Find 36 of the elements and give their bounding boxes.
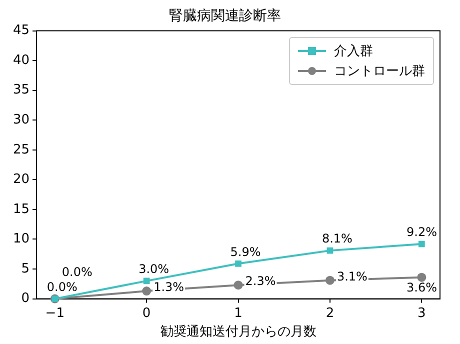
data-label: 8.1% (322, 232, 352, 246)
point (143, 278, 150, 284)
x-tick-label: −1 (45, 306, 64, 321)
y-tick-label: 5 (21, 261, 30, 276)
x-tick-label: 2 (326, 306, 334, 321)
point (142, 286, 152, 296)
y-tick-label: 20 (12, 172, 30, 188)
y-tick-label: 30 (12, 112, 30, 128)
data-label: 3.1% (336, 269, 368, 284)
y-tick-label: 45 (12, 23, 30, 38)
legend-label: 介入群 (334, 42, 373, 60)
point (235, 260, 242, 267)
point (417, 272, 426, 282)
y-tick-label: 25 (12, 142, 30, 158)
point (325, 276, 334, 285)
data-label: 5.9% (230, 244, 261, 259)
y-tick-label: 35 (12, 82, 30, 98)
y-tick-label: 40 (12, 52, 30, 68)
point (418, 240, 425, 248)
x-tick-label: 0 (142, 306, 151, 321)
data-label: 9.2% (406, 225, 438, 240)
data-label: 3.6% (406, 280, 438, 294)
x-axis-title: 勧奨通知送付月からの月数 (160, 324, 316, 340)
y-tick-label: 0 (21, 291, 30, 306)
data-label: 3.0% (138, 262, 170, 276)
data-label: 2.3% (245, 274, 276, 288)
y-tick-label: 10 (12, 232, 30, 247)
chart-title: 腎臓病関連診断率 (169, 8, 281, 24)
data-label: 0.0% (62, 264, 92, 279)
x-tick-label: 3 (418, 306, 426, 321)
data-label: 0.0% (46, 280, 78, 294)
y-tick-label: 15 (12, 202, 30, 217)
point (234, 280, 243, 290)
data-label: 1.3% (154, 280, 184, 294)
x-tick-label: 1 (234, 306, 242, 321)
legend-label: コントロール群 (334, 62, 425, 80)
